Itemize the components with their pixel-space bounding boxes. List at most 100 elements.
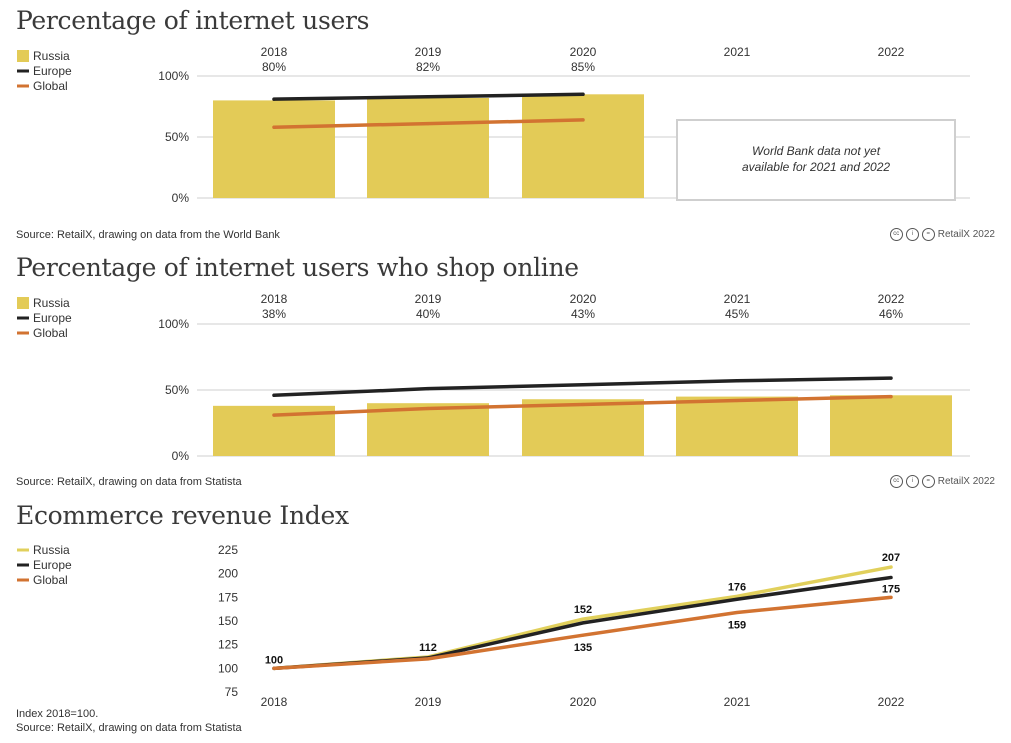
y-tick-label: 225 — [218, 543, 238, 557]
data-label-russia: 207 — [882, 552, 900, 564]
point-europe — [581, 92, 585, 96]
point-europe — [272, 97, 276, 101]
y-tick-label: 200 — [218, 567, 238, 581]
point-europe — [581, 383, 585, 387]
legend-swatch-global — [17, 331, 29, 335]
legend-label-global: Global — [33, 326, 68, 340]
legend-label-europe: Europe — [33, 64, 72, 78]
legend-swatch-europe — [17, 563, 29, 567]
y-tick-label: 175 — [218, 590, 238, 604]
legend-swatch-russia — [17, 50, 29, 62]
x-category-label: 2021 — [724, 292, 751, 306]
by-icon: i — [905, 475, 919, 488]
chart2-credit: cc i = RetailX 2022 — [889, 475, 995, 488]
x-category-label: 2018 — [261, 45, 288, 59]
x-category-label: 2020 — [570, 292, 597, 306]
bar-value-label: 85% — [571, 60, 595, 74]
credit-text: RetailX 2022 — [937, 476, 995, 487]
point-europe — [426, 387, 430, 391]
point-europe — [735, 597, 739, 601]
x-category-label: 2022 — [878, 292, 905, 306]
point-global — [581, 118, 585, 122]
data-label-russia: 100 — [265, 654, 283, 666]
x-tick-label: 2019 — [415, 695, 442, 708]
y-tick-label: 100% — [158, 69, 189, 83]
x-category-label: 2019 — [415, 45, 442, 59]
point-global — [581, 633, 585, 637]
data-label-russia: 152 — [574, 604, 592, 616]
data-label-russia: 176 — [728, 581, 746, 593]
legend-swatch-global — [17, 578, 29, 582]
note-text-line2: available for 2021 and 2022 — [742, 160, 890, 174]
x-category-label: 2021 — [724, 45, 751, 59]
bar-russia — [213, 100, 335, 198]
legend-swatch-europe — [17, 316, 29, 320]
bar-value-label: 38% — [262, 307, 286, 321]
legend-swatch-russia — [17, 548, 29, 552]
data-label-global: 175 — [882, 583, 900, 595]
nd-icon: = — [921, 228, 935, 241]
bar-value-label: 46% — [879, 307, 903, 321]
point-russia — [735, 594, 739, 598]
legend-label-russia: Russia — [33, 543, 70, 557]
point-global — [581, 402, 585, 407]
bar-value-label: 80% — [262, 60, 286, 74]
point-global — [272, 413, 276, 417]
note-text-line1: World Bank data not yet — [752, 144, 881, 158]
y-tick-label: 125 — [218, 638, 238, 652]
y-tick-label: 75 — [225, 685, 239, 699]
bar-russia — [830, 395, 952, 456]
bar-value-label: 40% — [416, 307, 440, 321]
point-europe — [426, 95, 430, 99]
legend-label-europe: Europe — [33, 311, 72, 325]
bar-value-label: 43% — [571, 307, 595, 321]
legend-swatch-europe — [17, 69, 29, 73]
y-tick-label: 100% — [158, 317, 189, 331]
point-europe — [735, 379, 739, 383]
point-global — [735, 398, 739, 403]
chart2-title: Percentage of internet users who shop on… — [16, 253, 579, 282]
note-box — [676, 119, 956, 201]
y-tick-label: 0% — [172, 191, 190, 205]
point-global — [889, 395, 893, 399]
x-category-label: 2020 — [570, 45, 597, 59]
line-europe — [272, 376, 893, 398]
bar-value-label: 82% — [416, 60, 440, 74]
chart3-source: Source: RetailX, drawing on data from St… — [16, 722, 242, 734]
cc-icon: cc — [889, 228, 903, 241]
legend-label-russia: Russia — [33, 296, 70, 310]
x-category-label: 2018 — [261, 292, 288, 306]
legend-label-global: Global — [33, 79, 68, 93]
point-europe — [272, 393, 276, 397]
data-label-global: 135 — [574, 642, 592, 654]
data-label-russia: 112 — [419, 642, 437, 654]
point-global — [889, 595, 893, 599]
nd-icon: = — [921, 475, 935, 488]
bar-russia — [367, 97, 489, 198]
credit-text: RetailX 2022 — [937, 229, 995, 240]
y-tick-label: 150 — [218, 614, 238, 628]
point-russia — [889, 565, 893, 569]
point-europe — [889, 575, 893, 579]
bar-russia — [367, 403, 489, 456]
y-tick-label: 50% — [165, 130, 189, 144]
x-category-label: 2022 — [878, 45, 905, 59]
point-global — [735, 610, 739, 614]
x-tick-label: 2021 — [724, 695, 751, 708]
chart1-title: Percentage of internet users — [16, 6, 370, 35]
point-europe — [889, 376, 893, 380]
data-label-global: 159 — [728, 619, 746, 631]
bar-russia — [522, 94, 644, 198]
by-icon: i — [905, 228, 919, 241]
point-global — [426, 121, 430, 126]
x-tick-label: 2018 — [261, 695, 288, 708]
legend-label-global: Global — [33, 573, 68, 587]
chart3-title: Ecommerce revenue Index — [16, 501, 349, 530]
point-global — [426, 406, 430, 411]
legend-swatch-global — [17, 84, 29, 88]
x-tick-label: 2022 — [878, 695, 905, 708]
y-tick-label: 100 — [218, 661, 238, 675]
chart2-source: Source: RetailX, drawing on data from St… — [16, 476, 242, 488]
